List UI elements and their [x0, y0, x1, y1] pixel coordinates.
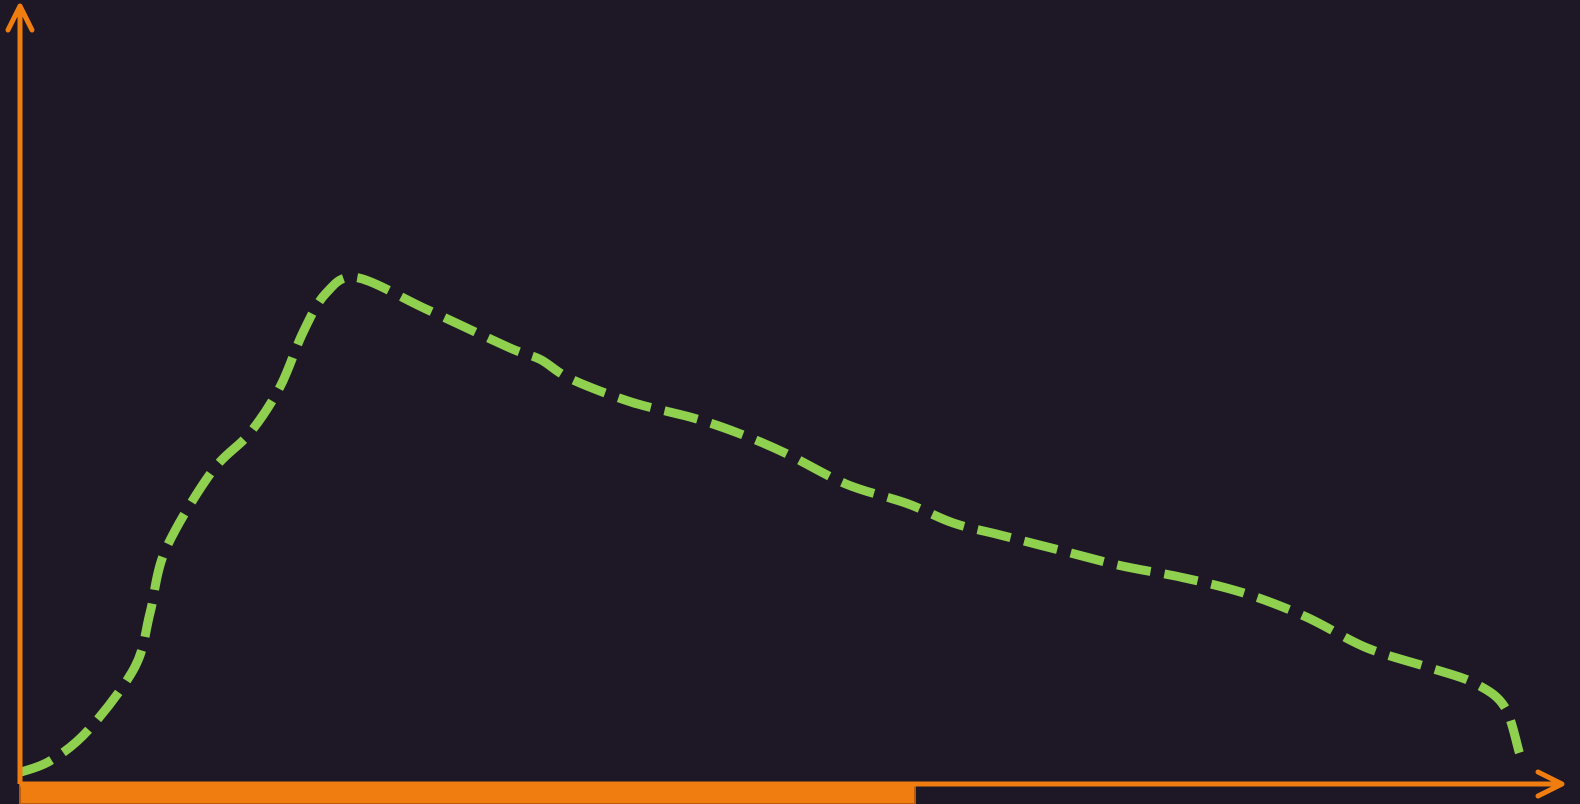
y-axis-arrow-icon [5, 3, 35, 33]
axis-layer [5, 3, 1565, 799]
x-axis-arrow-icon [1535, 769, 1565, 799]
progress-layer [19, 784, 916, 804]
series-line-0 [18, 272, 1524, 777]
progress-bar-fill [19, 784, 916, 804]
series-layer [18, 272, 1524, 777]
